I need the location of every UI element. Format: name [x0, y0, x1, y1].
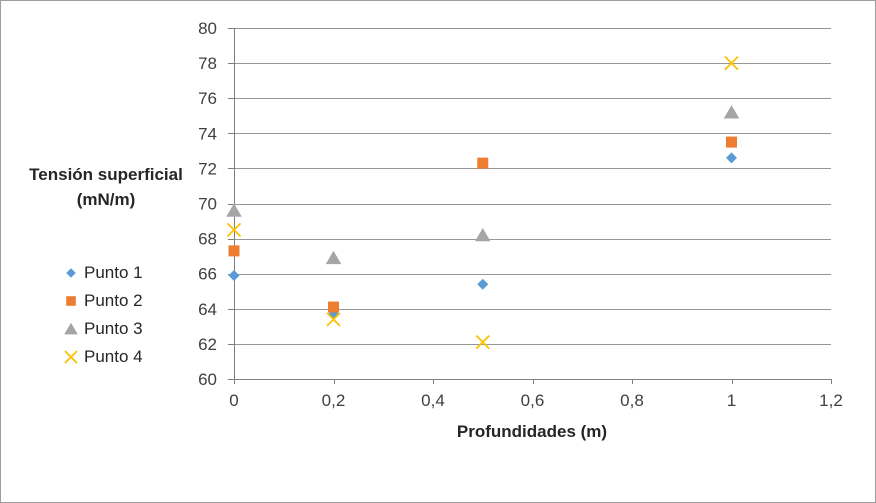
x-tick-label: 0,4: [421, 391, 445, 410]
legend-label-punto-1: Punto 1: [84, 263, 143, 282]
data-point-punto-4: [226, 222, 242, 237]
y-tick-label: 60: [198, 370, 217, 389]
legend-item-punto-3: Punto 3: [63, 315, 143, 343]
diamond-marker-icon: [66, 268, 76, 278]
data-point-punto-3: [475, 227, 491, 242]
x-tick-label: 0,8: [620, 391, 644, 410]
data-point-punto-3: [226, 203, 242, 217]
diamond-glyph: [66, 268, 76, 278]
triangle-marker-icon: [64, 322, 78, 335]
y-axis-title: Tensión superficial (mN/m): [11, 162, 201, 212]
y-tick-label: 66: [198, 265, 217, 284]
y-tick-label: 62: [198, 335, 217, 354]
x-tick-label: 1: [727, 391, 736, 410]
legend-label-punto-4: Punto 4: [84, 347, 143, 366]
y-tick-label: 76: [198, 89, 217, 108]
y-tick-label: 70: [198, 195, 217, 214]
data-point-punto-2: [228, 245, 240, 257]
square-marker-icon: [66, 296, 76, 306]
data-point-punto-2: [477, 157, 489, 169]
legend-item-punto-1: Punto 1: [63, 259, 143, 287]
x-tick-label: 0: [229, 391, 238, 410]
x-glyph: [64, 350, 78, 364]
x-marker-icon: [64, 350, 78, 364]
legend-label-punto-3: Punto 3: [84, 319, 143, 338]
y-tick-label: 80: [198, 19, 217, 38]
data-point-punto-2: [328, 301, 339, 313]
y-tick-label: 68: [198, 230, 217, 249]
legend-item-punto-4: Punto 4: [63, 343, 143, 371]
x-tick-label: 0,2: [322, 391, 346, 410]
data-point-punto-4: [724, 55, 739, 71]
y-tick-label: 72: [198, 159, 217, 178]
y-tick-label: 78: [198, 54, 217, 73]
data-point-punto-1: [228, 269, 240, 281]
data-point-punto-4: [326, 312, 341, 327]
legend-label-punto-2: Punto 2: [84, 291, 143, 310]
triangle-glyph: [64, 322, 78, 335]
y-axis-title-line2: (mN/m): [76, 190, 136, 209]
data-point-punto-2: [726, 136, 737, 148]
y-tick-label: 74: [198, 124, 217, 143]
y-axis-title-line1: Tensión superficial: [29, 165, 183, 184]
square-glyph: [66, 296, 76, 306]
data-point-punto-3: [723, 105, 740, 119]
x-axis-title: Profundidades (m): [456, 422, 608, 441]
data-point-punto-1: [477, 278, 489, 290]
chart-legend: Punto 1 Punto 2 Punto 3 Punto 4: [63, 259, 143, 371]
legend-item-punto-2: Punto 2: [63, 287, 143, 315]
y-tick-label: 64: [198, 300, 217, 319]
data-point-punto-3: [325, 250, 342, 265]
x-tick-label: 1,2: [819, 391, 843, 410]
data-point-punto-4: [475, 335, 490, 350]
x-tick-label: 0,6: [521, 391, 545, 410]
data-point-punto-1: [726, 152, 737, 164]
